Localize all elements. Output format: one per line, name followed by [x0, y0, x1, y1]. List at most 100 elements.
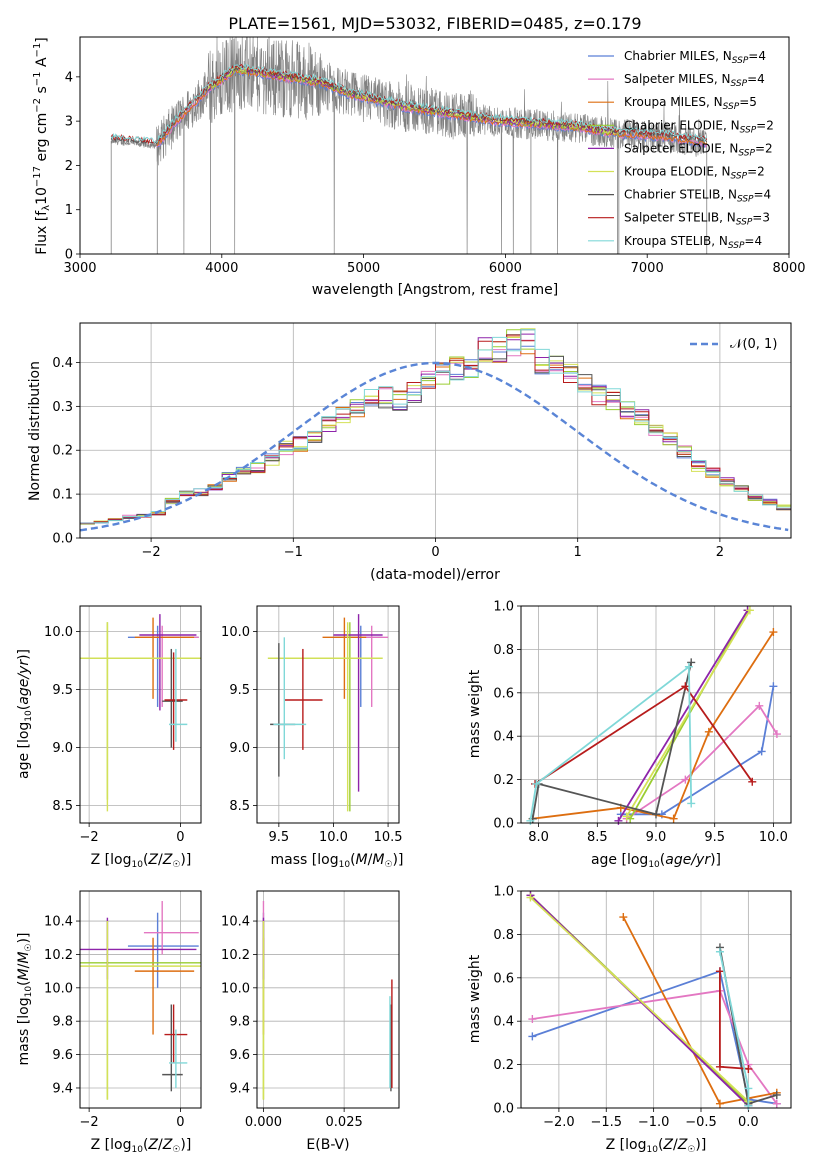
x-axis-label: Z [log10(Z/Z☉)] [91, 852, 192, 870]
x-tick-label: 8.0 [528, 830, 549, 845]
y-tick-label: 1.0 [493, 600, 514, 615]
x-tick-label: 0.0 [738, 1115, 759, 1130]
point-marker [528, 1015, 537, 1024]
y-tick-label: 3 [65, 115, 73, 130]
series-kroupa-miles [619, 913, 781, 1108]
series-line [529, 664, 693, 821]
y-tick-label: 8.5 [52, 799, 73, 814]
panel-3: 9.5 10.0 10.5 8.5 9.0 9.5 10.0 [221, 606, 403, 845]
x-axis-label: Z [log10(Z/Z☉)] [606, 1137, 707, 1155]
legend-label: Chabrier STELIB, NSSP=4 [624, 188, 771, 205]
x-tick-label: 1 [574, 545, 582, 560]
panel-6: 0.000 0.025 9.4 9.6 9.8 10.0 10.2 10.4 [221, 891, 399, 1130]
series-salpeter-miles [622, 701, 781, 823]
panel-0: 3000 4000 5000 6000 7000 8000 0 1 2 3 4 [63, 37, 806, 276]
y-tick-label: 0.4 [52, 356, 73, 371]
y-tick-label: 0.2 [52, 444, 73, 459]
x-tick-label: 0 [431, 545, 439, 560]
errorbar-kroupa-stelib [273, 637, 307, 760]
x-tick-label: −2.0 [543, 1115, 575, 1130]
series-line [532, 970, 777, 1105]
x-axis-label: age [log10(age/yr)] [591, 852, 721, 870]
axes-frame [256, 605, 400, 824]
point-marker [715, 947, 724, 956]
point-marker [669, 814, 678, 823]
y-tick-label: 9.6 [52, 1048, 73, 1063]
errorbar-chabrier-stelib [270, 643, 296, 777]
errorbar-kroupa-elodie [80, 622, 201, 812]
series-chabrier-stelib [528, 658, 696, 823]
y-tick-label: 9.8 [52, 1015, 73, 1030]
legend-label: Salpeter STELIB, NSSP=3 [624, 211, 770, 228]
x-tick-label: 8000 [772, 261, 805, 276]
y-tick-label: 10.0 [221, 625, 250, 640]
x-tick-label: 3000 [63, 261, 96, 276]
x-tick-label: 9.0 [646, 830, 667, 845]
x-tick-label: −2 [80, 1115, 99, 1130]
point-marker [652, 810, 660, 819]
point-marker [757, 747, 766, 756]
legend-label: Kroupa STELIB, NSSP=4 [624, 234, 762, 251]
point-marker [532, 779, 541, 788]
series-chabrier-miles [528, 967, 781, 1108]
y-axis-label: mass weight [467, 669, 483, 758]
y-tick-label: 0.0 [52, 532, 73, 547]
point-marker [744, 1064, 753, 1073]
errorbar-kroupa-miles [134, 937, 195, 1035]
x-tick-label: 0 [176, 830, 184, 845]
axes-frame [79, 36, 790, 255]
errorbar-chabrier-elodie [80, 921, 201, 1100]
y-tick-label: 10.0 [44, 625, 73, 640]
errorbar-kroupa-elodie [267, 622, 383, 812]
series-line [617, 609, 749, 822]
y-tick-label: 0 [65, 248, 73, 263]
x-tick-label: 0.000 [245, 1115, 282, 1130]
x-tick-label: 9.5 [704, 830, 725, 845]
point-marker [772, 730, 781, 739]
y-tick-label: 1 [65, 203, 73, 218]
y-axis-label: age [log10(age/yr)] [16, 649, 34, 779]
point-marker [526, 893, 535, 902]
y-tick-label: 0.8 [493, 643, 514, 658]
panel-2: −2 0 8.5 9.0 9.5 10.0 [44, 606, 201, 845]
y-tick-label: 9.8 [229, 1015, 250, 1030]
series-kroupa-elodie [526, 893, 753, 1106]
y-tick-label: 0.8 [493, 928, 514, 943]
series-line [626, 704, 778, 820]
x-tick-label: 0.025 [326, 1115, 363, 1130]
y-axis-label: Flux [fλ10−17 erg cm−2 s−1 A−1] [32, 37, 52, 255]
point-marker [715, 1062, 724, 1071]
point-marker [745, 606, 754, 615]
legend-label: Chabrier ELODIE, NSSP=2 [624, 118, 774, 135]
errorbar-kroupa-elodie [80, 921, 201, 1100]
x-tick-label: −1.5 [590, 1115, 622, 1130]
point-marker [772, 1090, 781, 1099]
x-tick-label: 5000 [347, 261, 380, 276]
point-marker [619, 913, 628, 922]
x-axis-label: wavelength [Angstrom, rest frame] [312, 282, 558, 298]
series-kroupa-elodie [622, 606, 754, 821]
y-tick-label: 0.6 [493, 971, 514, 986]
y-tick-label: 4 [65, 70, 73, 85]
y-tick-label: 0.2 [493, 773, 514, 788]
panel-7: −2.0 −1.5 −1.0 −0.5 0.0 0.0 0.2 0.4 0.6 0.8 1.0 [493, 885, 791, 1130]
point-marker [528, 1032, 537, 1041]
series-line [532, 631, 775, 820]
y-tick-label: 1.0 [493, 885, 514, 900]
y-tick-label: 10.4 [44, 915, 73, 930]
axes-frame [79, 890, 202, 1109]
errorbar-kroupa-stelib [169, 1029, 188, 1088]
chart-title: PLATE=1561, MJD=53032, FIBERID=0485, z=0… [228, 14, 641, 33]
y-tick-label: 10.0 [221, 981, 250, 996]
x-tick-label: 2 [716, 545, 724, 560]
y-tick-label: 0.1 [52, 488, 73, 503]
x-axis-label: (data-model)/error [370, 567, 500, 583]
panel-4: 8.0 8.5 9.0 9.5 10.0 0.0 0.2 0.4 0.6 0.8 1.0 [493, 600, 791, 845]
y-tick-label: 10.4 [221, 915, 250, 930]
errorbar-chabrier-stelib [162, 1004, 183, 1092]
model-line-kroupa-stelib [110, 62, 708, 145]
y-tick-label: 0.4 [493, 730, 514, 745]
x-tick-label: 9.5 [269, 830, 290, 845]
point-marker [704, 727, 713, 736]
series-kroupa-stelib [715, 947, 753, 1110]
